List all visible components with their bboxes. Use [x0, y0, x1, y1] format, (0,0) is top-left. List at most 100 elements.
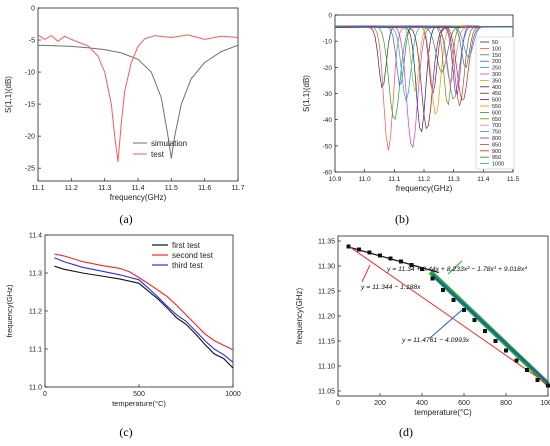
legend-label-test: test: [151, 150, 165, 159]
y-tick-label: 11.30: [318, 264, 335, 271]
y-tick-label: 11.3: [29, 271, 42, 278]
y-tick-label: -60: [323, 170, 333, 177]
plot-frame: [44, 234, 234, 388]
y-tick-label: -20: [25, 134, 35, 141]
legend-label-600: 600: [492, 110, 501, 116]
legend-label-750: 750: [492, 130, 501, 136]
x-tick-label: 11.3: [98, 185, 111, 192]
legend-label-400: 400: [492, 85, 501, 91]
panel-label-c: (c): [119, 425, 132, 439]
plot-frame: [37, 7, 239, 182]
x-tick-label: 11.7: [231, 185, 244, 192]
fit-line-linear-high: [431, 274, 549, 384]
data-point: [357, 247, 361, 252]
data-point: [441, 288, 445, 292]
data-point: [367, 250, 372, 255]
data-point: [546, 383, 550, 388]
data-point: [430, 276, 435, 281]
x-tick-label: 11.4: [131, 185, 144, 192]
y-tick-label: -50: [323, 143, 333, 150]
annotation-arrow-red: [361, 264, 371, 283]
x-tick-label: 11.6: [198, 185, 211, 192]
panel-label-b: (b): [395, 212, 409, 226]
y-tick-label: 11.20: [318, 314, 335, 321]
panel-label-d: (d): [399, 425, 413, 439]
x-tick-label: 11.1: [388, 176, 401, 183]
legend-label-950: 950: [492, 155, 501, 161]
x-tick-label: 0: [336, 400, 340, 407]
panel-label-a: (a): [119, 212, 132, 226]
y-tick-label: -25: [25, 166, 35, 173]
y-axis-label: frequency(GHz): [5, 284, 14, 337]
legend-label-200: 200: [492, 59, 501, 65]
data-point: [399, 259, 403, 264]
y-tick-label: 11.2: [29, 309, 42, 316]
series-line-test: [37, 34, 239, 162]
legend-label-300: 300: [492, 72, 501, 78]
x-tick-label: 11.3: [448, 176, 461, 183]
y-tick-label: 11.05: [318, 389, 335, 396]
x-tick-label: 1000: [225, 391, 241, 398]
x-axis-label: frequency(GHz): [396, 184, 453, 193]
legend-label-50: 50: [492, 40, 498, 46]
y-tick-label: -20: [323, 65, 333, 72]
x-tick-label: 11.0: [359, 176, 372, 183]
panel-a: 11.1 11.2 11.3 11.4 11.5 11.6 11.7 0 -5 -10 -15 -20…: [4, 6, 245, 203]
y-tick-label: 0: [328, 13, 332, 20]
annotation-arrow-blue: [429, 309, 463, 339]
x-tick-label: 11.4: [477, 176, 490, 183]
x-axis-label: temperature(°C): [414, 408, 472, 417]
x-axis-label: temperature(°C): [112, 399, 166, 408]
legend-label-550: 550: [492, 104, 501, 110]
legend-label-second-test: second test: [172, 251, 214, 260]
x-tick-label: 11.5: [507, 176, 520, 183]
annotation-polynomial: y = 11.34 + 2.44x + 8.233x² − 1.78x³ + 9…: [386, 266, 527, 273]
y-tick-label: 0: [31, 6, 35, 13]
x-tick-label: 10.9: [329, 176, 342, 183]
data-point: [420, 267, 424, 271]
legend-label-100: 100: [492, 46, 501, 52]
annotation-linear-high: y = 11.4761 − 4.0993x: [401, 337, 470, 344]
data-point: [525, 368, 529, 372]
y-tick-label: 11.1: [29, 347, 42, 354]
legend-label-450: 450: [492, 91, 501, 97]
series-line-first-test: [54, 265, 234, 369]
x-tick-label: 0: [43, 391, 47, 398]
x-axis-label: frequency(GHz): [110, 193, 167, 202]
legend-label-250: 250: [492, 66, 501, 72]
y-tick-label: -10: [25, 70, 35, 77]
data-point: [504, 348, 508, 353]
x-tick-label: 800: [500, 400, 512, 407]
legend-label-700: 700: [492, 123, 501, 129]
y-tick-label: -40: [323, 117, 333, 124]
y-tick-label: 11.4: [29, 233, 42, 240]
x-tick-label: 11.5: [165, 185, 178, 192]
y-axis-label: frequency(GHz): [295, 287, 304, 344]
x-tick-label: 11.2: [418, 176, 431, 183]
y-tick-label: -30: [323, 91, 333, 98]
y-tick-label: 11.0: [29, 385, 42, 392]
data-point: [388, 256, 393, 261]
data-point: [409, 263, 414, 267]
data-point: [346, 244, 351, 249]
series-line-third-test: [54, 257, 234, 363]
legend-label-150: 150: [492, 53, 501, 59]
legend-label-850: 850: [492, 142, 501, 148]
x-tick-label: 500: [133, 391, 145, 398]
y-tick-label: 11.35: [318, 239, 335, 246]
x-tick-label: 11.2: [65, 185, 78, 192]
data-point: [535, 378, 540, 382]
series-line-second-test: [54, 253, 234, 351]
y-tick-label: -10: [323, 39, 333, 46]
x-tick-label: 200: [374, 400, 386, 407]
panel-d: 0 200 400 600 800 1000 11.05 11.10 11.15 11.20 11.…: [295, 235, 550, 417]
panel-b: 10.9 11.0 11.1 11.2 11.3 11.4 11.5 0 -10 -20 -30 -4…: [302, 13, 519, 194]
x-tick-label: 400: [416, 400, 428, 407]
y-axis-label: S(1,1)(dB): [302, 75, 311, 112]
data-point: [472, 318, 477, 322]
legend-label-500: 500: [492, 98, 501, 104]
data-point: [493, 339, 498, 343]
data-point: [378, 253, 382, 258]
